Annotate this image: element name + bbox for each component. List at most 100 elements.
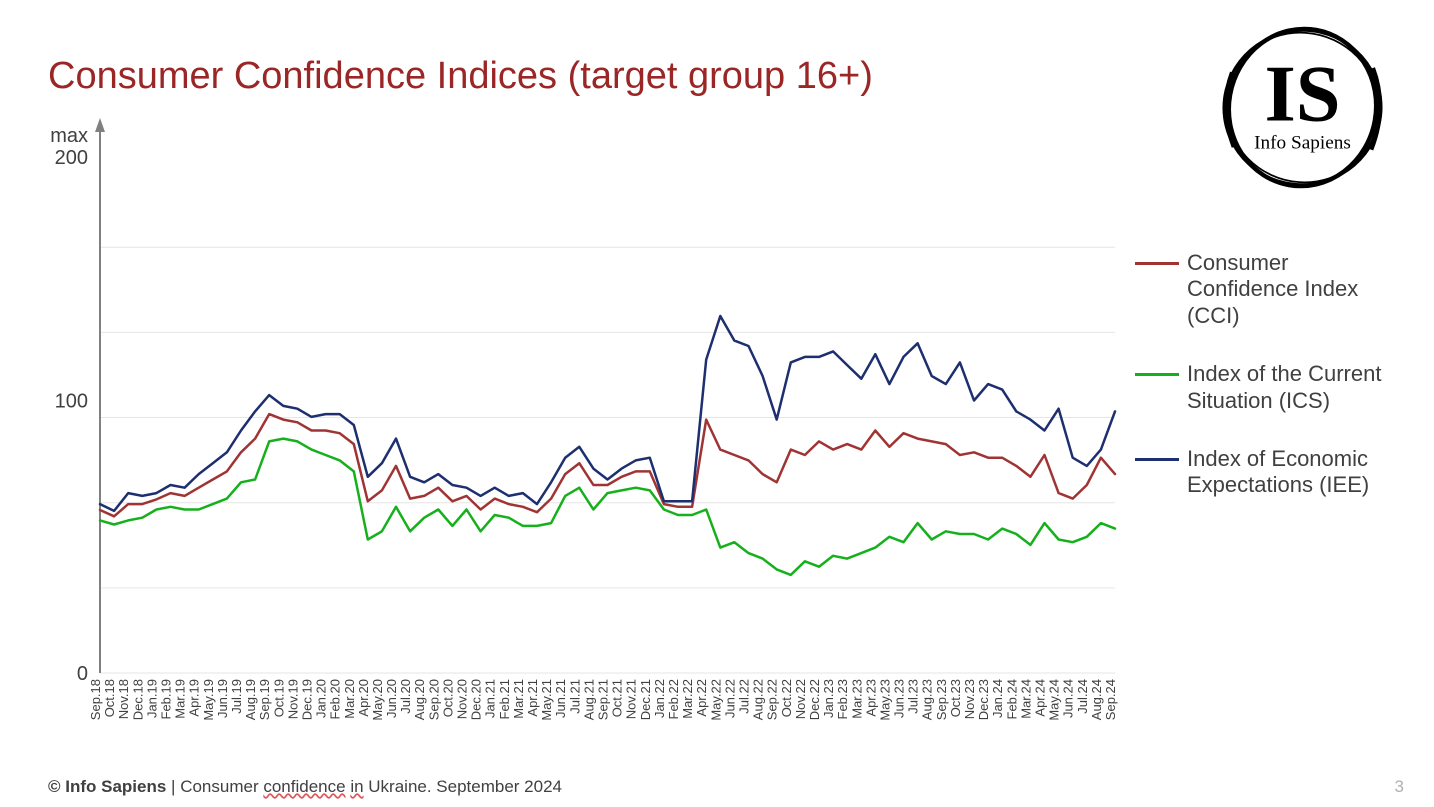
svg-text:Apr.19: Apr.19 [187, 679, 202, 717]
svg-text:Jul.19: Jul.19 [229, 679, 244, 714]
svg-text:Oct.19: Oct.19 [271, 679, 286, 717]
svg-text:May.22: May.22 [708, 679, 723, 721]
svg-text:Jun.24: Jun.24 [1061, 679, 1076, 718]
svg-text:May.20: May.20 [370, 679, 385, 721]
svg-text:Dec.19: Dec.19 [299, 679, 314, 720]
slide: Consumer Confidence Indices (target grou… [0, 0, 1434, 807]
chart-svg: 0 100 max200 Sep.18Oct.18Nov.18Dec.18Jan.19… [30, 118, 1125, 743]
svg-text:max: max [50, 125, 88, 147]
svg-text:200: 200 [55, 147, 88, 169]
svg-text:Jan.22: Jan.22 [652, 679, 667, 718]
svg-text:Jun.23: Jun.23 [892, 679, 907, 718]
svg-text:Jun.20: Jun.20 [384, 679, 399, 718]
legend-swatch [1135, 458, 1179, 461]
svg-text:Jul.22: Jul.22 [736, 679, 751, 714]
legend-swatch [1135, 373, 1179, 376]
legend-item-ics: Index of the Current Situation (ICS) [1135, 361, 1405, 414]
svg-text:Dec.18: Dec.18 [130, 679, 145, 720]
svg-text:Nov.18: Nov.18 [116, 679, 131, 719]
footer: © Info Sapiens | Consumer confidence in … [48, 777, 562, 797]
svg-text:Jan.24: Jan.24 [990, 679, 1005, 718]
svg-text:Dec.23: Dec.23 [976, 679, 991, 720]
svg-text:Feb.21: Feb.21 [497, 679, 512, 719]
svg-text:Dec.22: Dec.22 [807, 679, 822, 720]
legend: Consumer Confidence Index (CCI) Index of… [1135, 250, 1405, 531]
svg-text:Apr.21: Apr.21 [525, 679, 540, 717]
svg-text:Aug.24: Aug.24 [1089, 679, 1104, 720]
svg-text:0: 0 [77, 663, 88, 685]
svg-text:Mar.24: Mar.24 [1018, 679, 1033, 719]
svg-text:Jun.21: Jun.21 [553, 679, 568, 718]
svg-text:Apr.20: Apr.20 [356, 679, 371, 717]
svg-text:Jun.19: Jun.19 [215, 679, 230, 718]
svg-text:Mar.23: Mar.23 [849, 679, 864, 719]
svg-text:Mar.22: Mar.22 [680, 679, 695, 719]
svg-text:Feb.20: Feb.20 [328, 679, 343, 719]
chart-title: Consumer Confidence Indices (target grou… [48, 55, 873, 98]
svg-text:Jan.19: Jan.19 [144, 679, 159, 718]
svg-text:Oct.22: Oct.22 [779, 679, 794, 717]
svg-text:May.23: May.23 [877, 679, 892, 721]
logo-subtext: Info Sapiens [1254, 133, 1351, 154]
svg-text:Jun.22: Jun.22 [722, 679, 737, 718]
svg-text:Aug.23: Aug.23 [920, 679, 935, 720]
svg-text:Mar.19: Mar.19 [173, 679, 188, 719]
footer-sep: | [166, 777, 180, 796]
svg-text:Apr.23: Apr.23 [863, 679, 878, 717]
footer-t0: Consumer [180, 777, 263, 796]
svg-text:Feb.23: Feb.23 [835, 679, 850, 719]
legend-swatch [1135, 262, 1179, 265]
svg-text:Jan.21: Jan.21 [483, 679, 498, 718]
svg-text:Sep.19: Sep.19 [257, 679, 272, 720]
svg-text:Jul.21: Jul.21 [567, 679, 582, 714]
footer-brand: © Info Sapiens [48, 777, 166, 796]
svg-text:Sep.24: Sep.24 [1103, 679, 1118, 720]
svg-text:Sep.23: Sep.23 [934, 679, 949, 720]
svg-text:Nov.21: Nov.21 [624, 679, 639, 719]
svg-text:Aug.20: Aug.20 [412, 679, 427, 720]
legend-label: Index of Economic Expectations (IEE) [1187, 446, 1405, 499]
svg-text:Nov.23: Nov.23 [962, 679, 977, 719]
info-sapiens-logo: IS Info Sapiens [1215, 20, 1390, 195]
svg-text:Sep.18: Sep.18 [88, 679, 103, 720]
svg-text:Oct.20: Oct.20 [440, 679, 455, 717]
page-number: 3 [1395, 777, 1404, 797]
footer-t1: confidence [263, 777, 345, 796]
svg-text:Sep.21: Sep.21 [596, 679, 611, 720]
svg-text:Dec.20: Dec.20 [469, 679, 484, 720]
svg-text:Jan.23: Jan.23 [821, 679, 836, 718]
svg-text:Apr.24: Apr.24 [1033, 679, 1048, 717]
svg-text:Aug.22: Aug.22 [751, 679, 766, 720]
svg-text:Oct.18: Oct.18 [102, 679, 117, 717]
svg-text:Mar.20: Mar.20 [342, 679, 357, 719]
footer-t3: in [350, 777, 363, 796]
svg-text:Sep.20: Sep.20 [426, 679, 441, 720]
svg-text:Feb.22: Feb.22 [666, 679, 681, 719]
legend-item-cci: Consumer Confidence Index (CCI) [1135, 250, 1405, 329]
svg-text:Oct.23: Oct.23 [948, 679, 963, 717]
legend-item-iee: Index of Economic Expectations (IEE) [1135, 446, 1405, 499]
logo-initials: IS [1264, 50, 1340, 139]
svg-text:May.24: May.24 [1047, 679, 1062, 721]
svg-text:Aug.21: Aug.21 [581, 679, 596, 720]
svg-text:Oct.21: Oct.21 [610, 679, 625, 717]
svg-text:Apr.22: Apr.22 [694, 679, 709, 717]
svg-text:Jul.24: Jul.24 [1075, 679, 1090, 714]
svg-text:May.21: May.21 [539, 679, 554, 721]
svg-text:Feb.19: Feb.19 [158, 679, 173, 719]
svg-text:Jan.20: Jan.20 [314, 679, 329, 718]
legend-label: Consumer Confidence Index (CCI) [1187, 250, 1405, 329]
svg-text:100: 100 [55, 391, 88, 413]
svg-text:Nov.19: Nov.19 [285, 679, 300, 719]
svg-text:Aug.19: Aug.19 [243, 679, 258, 720]
svg-text:Jul.20: Jul.20 [398, 679, 413, 714]
svg-text:Nov.20: Nov.20 [455, 679, 470, 719]
svg-text:Dec.21: Dec.21 [638, 679, 653, 720]
svg-text:Jul.23: Jul.23 [906, 679, 921, 714]
svg-text:Nov.22: Nov.22 [793, 679, 808, 719]
svg-text:Sep.22: Sep.22 [765, 679, 780, 720]
line-chart: 0 100 max200 Sep.18Oct.18Nov.18Dec.18Jan.19… [30, 118, 1125, 743]
footer-t4: Ukraine. September 2024 [364, 777, 562, 796]
svg-text:Feb.24: Feb.24 [1004, 679, 1019, 719]
svg-text:May.19: May.19 [201, 679, 216, 721]
